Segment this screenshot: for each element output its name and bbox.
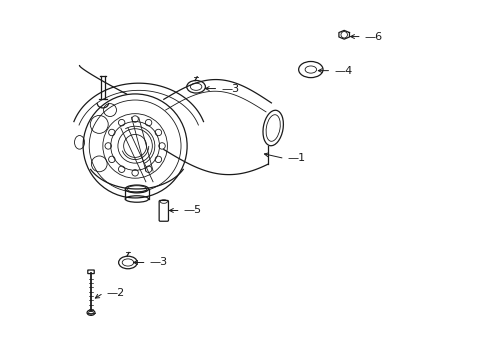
Text: —3: —3 <box>221 84 239 94</box>
Text: —4: —4 <box>333 66 352 76</box>
Text: —5: —5 <box>183 206 201 216</box>
Text: —6: —6 <box>364 32 382 41</box>
Text: —1: —1 <box>287 153 305 163</box>
Text: —2: —2 <box>106 288 124 298</box>
Text: —3: —3 <box>149 257 167 267</box>
